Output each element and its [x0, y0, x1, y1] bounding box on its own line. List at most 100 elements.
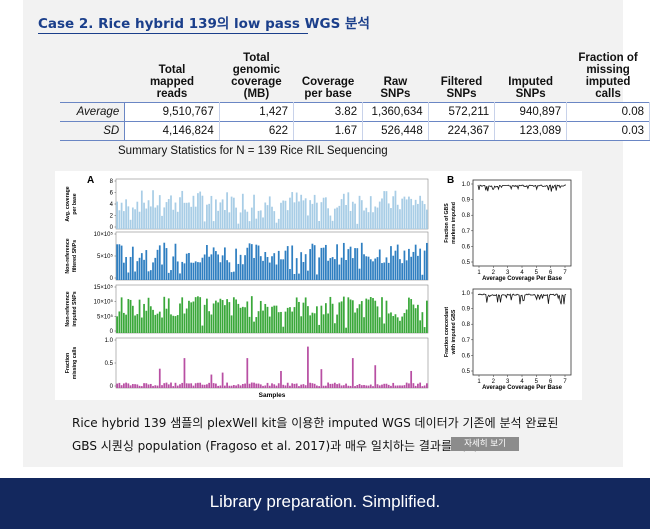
subplot-frame [115, 337, 429, 389]
sample-bar [215, 383, 217, 388]
sample-bar [165, 248, 168, 280]
subplot-ylabel: filtered SNPs [72, 240, 78, 272]
panel-a-xlabel: Samples [259, 392, 286, 399]
tick-label: 0 [110, 225, 114, 231]
sample-bar [331, 303, 334, 333]
tick-label: 0.6 [462, 244, 471, 250]
sample-bar [149, 206, 152, 229]
sample-bar [324, 244, 327, 280]
sample-bar [358, 383, 361, 388]
sample-bar [356, 385, 359, 388]
sample-bar [226, 299, 228, 333]
sample-bar [167, 298, 170, 333]
sample-bar [264, 202, 267, 229]
tick-label: 15×10⁵ [94, 284, 114, 291]
sample-bar [129, 299, 132, 333]
sample-bar [228, 212, 231, 229]
sample-bar [273, 305, 276, 333]
sample-bar [275, 222, 278, 229]
sample-bar [356, 223, 359, 229]
sample-bar [405, 309, 408, 333]
sample-bar [421, 312, 424, 333]
sample-bar [127, 272, 130, 280]
sample-bar [327, 208, 329, 229]
sample-bar [412, 205, 415, 229]
sample-bar [172, 386, 175, 388]
sample-bar [367, 299, 370, 333]
sample-bar [241, 193, 244, 229]
sample-bar [390, 246, 392, 280]
sample-bar [298, 386, 300, 388]
sample-bar [131, 305, 134, 333]
sample-bar [266, 382, 269, 388]
panel-b-xlabel: Average Coverage Per Base [482, 385, 562, 391]
table-cell: 0.03 [566, 121, 650, 141]
sample-bar [165, 202, 168, 229]
sample-bar [412, 383, 415, 388]
sample-bar [188, 383, 190, 388]
sample-bar [280, 311, 282, 333]
sample-bar [345, 327, 347, 333]
sample-bar [262, 260, 264, 280]
sample-bar [244, 383, 246, 388]
sample-bar [158, 311, 161, 333]
sample-bar [181, 297, 184, 333]
sample-bar [143, 383, 145, 388]
sample-bar [347, 385, 350, 388]
sample-bar [412, 251, 415, 280]
sample-bar [208, 311, 211, 333]
sample-bar [192, 195, 195, 229]
sample-bar [387, 313, 390, 333]
sample-bar [185, 308, 188, 333]
tick-label: 0.8 [462, 322, 471, 328]
sample-bar [125, 199, 127, 229]
view-details-button[interactable]: 자세히 보기 [451, 437, 519, 451]
table-cell: 622 [219, 121, 295, 141]
sample-bar [174, 202, 177, 229]
subplot-frame [472, 288, 572, 376]
sample-bar [331, 383, 334, 388]
sample-bar [392, 255, 395, 280]
sample-bar [116, 316, 118, 333]
tick-label: 5 [535, 379, 539, 385]
sample-bar [300, 194, 303, 229]
sample-bar [262, 310, 264, 333]
sample-bar [217, 254, 220, 280]
subplot-ylabel: imputed SNPs [72, 291, 78, 326]
sample-bar [414, 244, 417, 280]
sample-bar [127, 383, 130, 388]
sample-bar [152, 190, 154, 229]
sample-bar [426, 209, 428, 229]
sample-bar [356, 248, 359, 280]
sample-bar [149, 383, 152, 388]
sample-bar [304, 385, 307, 388]
sample-bar [392, 316, 395, 333]
sample-bar [342, 193, 345, 229]
sample-bar [161, 317, 163, 333]
sample-bar [217, 210, 220, 229]
column-header: Total mapped reads [149, 64, 195, 100]
sample-bar [345, 383, 347, 388]
sample-bar [331, 257, 334, 280]
sample-bar [134, 209, 136, 229]
sample-bar [174, 316, 177, 333]
sample-bar [206, 384, 208, 388]
sample-bar [324, 385, 327, 388]
sample-bar [347, 297, 350, 333]
sample-bar [410, 198, 413, 229]
sample-bar [219, 262, 222, 280]
sample-bar [152, 385, 154, 388]
sample-bar [120, 297, 123, 333]
sample-bar [423, 327, 426, 333]
sample-bar [118, 382, 121, 388]
subplot-ylabel: per base [72, 193, 78, 214]
sample-bar [336, 314, 338, 333]
sample-bar [318, 257, 321, 280]
sample-bar [170, 314, 172, 333]
sample-bar [381, 198, 383, 229]
sample-bar [363, 210, 365, 229]
sample-bar [383, 323, 386, 333]
sample-bar [268, 262, 271, 280]
sample-bar [210, 195, 213, 229]
sample-bar [307, 346, 309, 388]
